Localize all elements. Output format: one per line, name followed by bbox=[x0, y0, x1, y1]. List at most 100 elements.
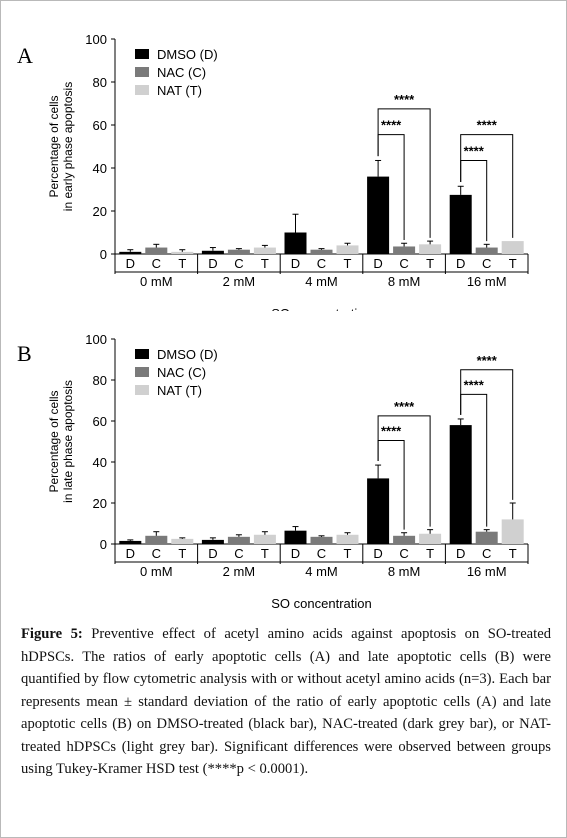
bar-dmso bbox=[367, 478, 390, 544]
x-axis-label: SO concentration bbox=[271, 596, 371, 611]
group-label: 16 mM bbox=[467, 564, 507, 579]
y-tick-label: 60 bbox=[93, 414, 107, 429]
bar-sub-label: C bbox=[234, 256, 243, 271]
y-tick-label: 20 bbox=[93, 204, 107, 219]
bar-sub-label: D bbox=[126, 546, 135, 561]
bar-nac bbox=[393, 246, 416, 254]
bar-nac bbox=[145, 247, 168, 254]
bar-sub-label: T bbox=[261, 546, 269, 561]
caption-text: Preventive effect of acetyl amino acids … bbox=[21, 626, 551, 777]
bar-sub-label: C bbox=[482, 256, 491, 271]
group-label: 0 mM bbox=[140, 564, 173, 579]
significance-label: **** bbox=[464, 143, 485, 158]
bar-sub-label: T bbox=[509, 546, 517, 561]
y-axis-label: in early phase apoptosis bbox=[61, 82, 75, 211]
y-tick-label: 100 bbox=[85, 32, 107, 47]
significance-label: **** bbox=[381, 118, 402, 133]
bar-dmso bbox=[449, 194, 472, 254]
group-label: 8 mM bbox=[388, 274, 421, 289]
bar-dmso bbox=[201, 539, 224, 544]
bar-sub-label: D bbox=[291, 546, 300, 561]
legend-swatch-nac bbox=[135, 67, 149, 77]
panel-letter-a: A bbox=[17, 43, 33, 68]
y-tick-label: 40 bbox=[93, 455, 107, 470]
y-tick-label: 80 bbox=[93, 75, 107, 90]
significance-label: **** bbox=[464, 377, 485, 392]
bar-dmso bbox=[284, 530, 307, 544]
bar-sub-label: T bbox=[261, 256, 269, 271]
bar-sub-label: C bbox=[482, 546, 491, 561]
bar-sub-label: D bbox=[208, 546, 217, 561]
legend-swatch-nat bbox=[135, 85, 149, 95]
bar-sub-label: D bbox=[373, 256, 382, 271]
bar-nac bbox=[475, 247, 498, 254]
legend-label-nac: NAC (C) bbox=[157, 65, 206, 80]
bar-nat bbox=[171, 251, 194, 254]
bar-nat bbox=[171, 538, 194, 544]
bar-nac bbox=[227, 249, 250, 254]
group-label: 0 mM bbox=[140, 274, 173, 289]
bar-nac bbox=[475, 531, 498, 544]
bar-sub-label: T bbox=[426, 256, 434, 271]
group-label: 16 mM bbox=[467, 274, 507, 289]
x-axis-label: SO concentration bbox=[271, 306, 371, 311]
bar-sub-label: D bbox=[456, 256, 465, 271]
bar-sub-label: C bbox=[399, 256, 408, 271]
panel-letter-b: B bbox=[17, 341, 32, 366]
legend-swatch-dmso bbox=[135, 49, 149, 59]
bar-sub-label: C bbox=[152, 546, 161, 561]
figure-caption: Figure 5: Preventive effect of acetyl am… bbox=[21, 623, 551, 781]
group-label: 4 mM bbox=[305, 274, 338, 289]
bar-dmso bbox=[284, 232, 307, 254]
legend-label-dmso: DMSO (D) bbox=[157, 347, 218, 362]
significance-label: **** bbox=[381, 423, 402, 438]
significance-bracket bbox=[377, 108, 431, 238]
group-label: 2 mM bbox=[223, 564, 256, 579]
bar-sub-label: C bbox=[317, 546, 326, 561]
bar-dmso bbox=[119, 540, 142, 544]
group-label: 8 mM bbox=[388, 564, 421, 579]
legend-swatch-nat bbox=[135, 385, 149, 395]
bar-nat bbox=[336, 245, 359, 254]
chart-early-apoptosis: 0 20 40 60 80 100 Percentage of cells in early … bbox=[47, 32, 529, 311]
bar-sub-label: D bbox=[208, 256, 217, 271]
y-tick-label: 0 bbox=[100, 247, 107, 262]
y-tick-label: 100 bbox=[85, 332, 107, 347]
bar-nat bbox=[501, 241, 524, 254]
bar-nat bbox=[253, 247, 276, 254]
bar-nat bbox=[253, 534, 276, 544]
significance-label: **** bbox=[477, 353, 498, 368]
legend-label-nac: NAC (C) bbox=[157, 365, 206, 380]
bar-nat bbox=[336, 534, 359, 544]
bar-dmso bbox=[367, 176, 390, 254]
significance-label: **** bbox=[394, 92, 415, 107]
bar-sub-label: T bbox=[178, 256, 186, 271]
group-label: 4 mM bbox=[305, 564, 338, 579]
significance-bracket bbox=[377, 415, 431, 527]
y-tick-label: 40 bbox=[93, 161, 107, 176]
bar-nat bbox=[419, 244, 442, 254]
legend-label-nat: NAT (T) bbox=[157, 383, 202, 398]
bar-nac bbox=[227, 536, 250, 544]
bar-sub-label: D bbox=[291, 256, 300, 271]
y-axis-label: in late phase apoptosis bbox=[61, 380, 75, 503]
bar-sub-label: C bbox=[399, 546, 408, 561]
bar-sub-label: C bbox=[234, 546, 243, 561]
legend-swatch-nac bbox=[135, 367, 149, 377]
bar-sub-label: D bbox=[456, 546, 465, 561]
bar-nac bbox=[393, 535, 416, 544]
legend-label-nat: NAT (T) bbox=[157, 83, 202, 98]
bar-nat bbox=[501, 519, 524, 544]
bar-sub-label: T bbox=[344, 546, 352, 561]
bar-nac bbox=[310, 249, 333, 254]
caption-lead: Figure 5: bbox=[21, 626, 83, 642]
bar-dmso bbox=[119, 251, 142, 254]
y-tick-label: 20 bbox=[93, 496, 107, 511]
y-tick-label: 80 bbox=[93, 373, 107, 388]
y-tick-label: 0 bbox=[100, 537, 107, 552]
bar-dmso bbox=[449, 425, 472, 544]
legend-label-dmso: DMSO (D) bbox=[157, 47, 218, 62]
y-tick-label: 60 bbox=[93, 118, 107, 133]
bar-sub-label: T bbox=[344, 256, 352, 271]
